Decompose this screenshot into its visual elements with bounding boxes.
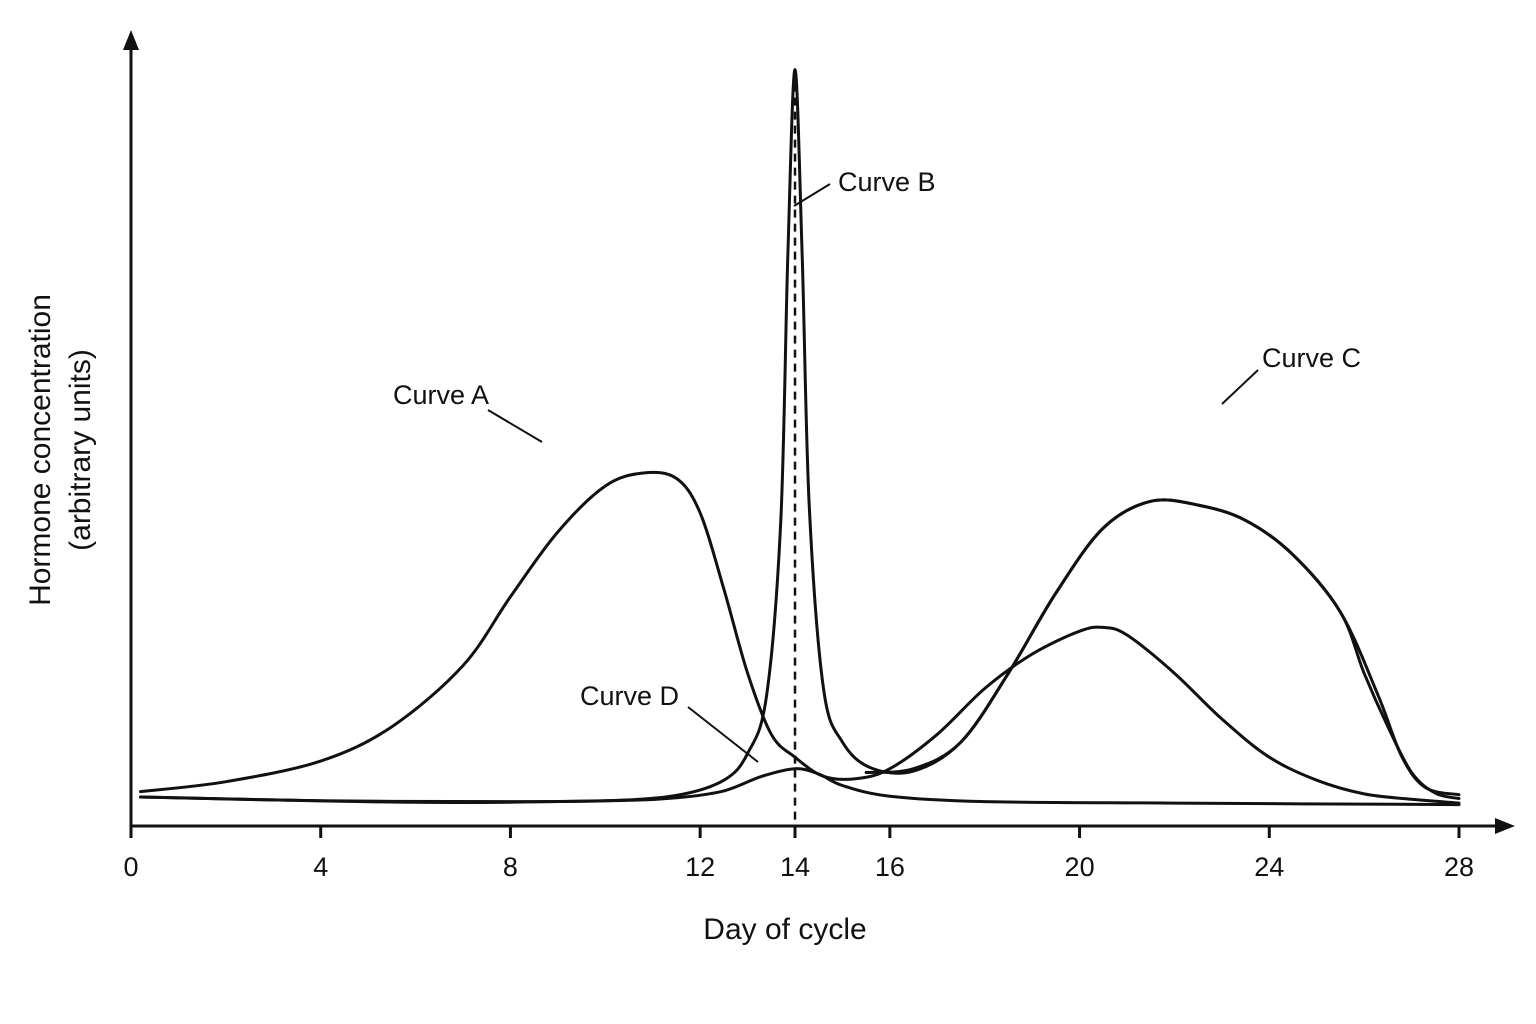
curve-a-leader <box>487 409 543 443</box>
x-axis-arrow <box>1495 818 1515 834</box>
curve-a-label: Curve A <box>393 380 489 410</box>
y-axis-title-line-1: Hormone concentration <box>24 294 57 606</box>
y-axis-arrow <box>123 30 139 50</box>
x-ticks: 0 4 8 12 14 16 20 24 28 <box>123 826 1474 882</box>
x-tick-label: 24 <box>1254 852 1284 882</box>
curve-d-leader <box>687 706 759 763</box>
curve-d-label: Curve D <box>580 681 679 711</box>
curve-b-line <box>139 68 1461 804</box>
curve-b-label: Curve B <box>838 167 936 197</box>
x-axis-title: Day of cycle <box>703 913 866 946</box>
curve-a-line <box>139 470 1461 805</box>
x-tick-label: 4 <box>313 852 328 882</box>
curve-c-leader <box>1221 369 1259 405</box>
curves <box>139 68 1461 807</box>
y-axis-title: Hormone concentration (arbitrary units) <box>24 294 97 606</box>
curve-c-line <box>864 498 1461 797</box>
x-tick-label: 16 <box>875 852 905 882</box>
curve-c-label: Curve C <box>1262 343 1361 373</box>
x-tick-label: 28 <box>1444 852 1474 882</box>
x-tick-label: 8 <box>503 852 518 882</box>
curve-b-leader <box>793 183 831 207</box>
x-tick-label: 20 <box>1065 852 1095 882</box>
x-tick-label: 14 <box>780 852 810 882</box>
curve-d-line <box>139 767 1461 807</box>
x-tick-label: 12 <box>685 852 715 882</box>
y-axis-title-line-2: (arbitrary units) <box>64 349 97 551</box>
x-tick-label: 0 <box>123 852 138 882</box>
